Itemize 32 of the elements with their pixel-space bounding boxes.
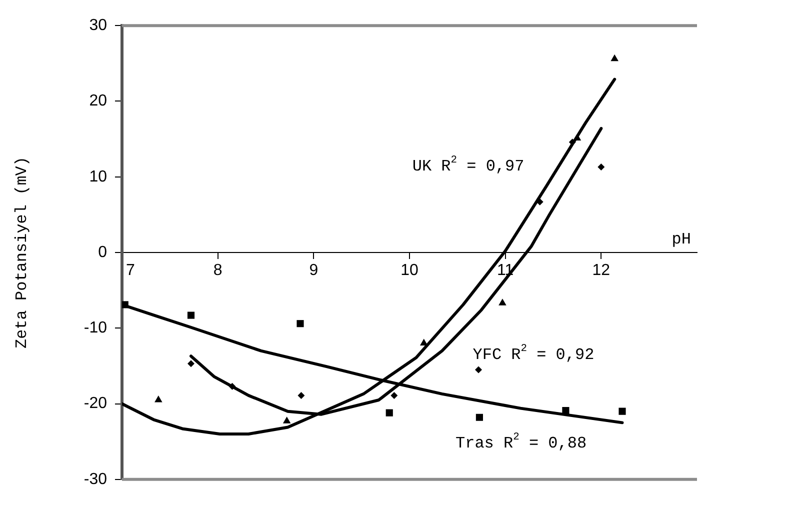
point xyxy=(598,164,605,171)
point xyxy=(188,360,194,368)
point xyxy=(420,338,428,346)
point xyxy=(386,409,393,416)
x-tick-label: 9 xyxy=(309,262,318,279)
y-tick-label: 10 xyxy=(89,168,108,186)
point xyxy=(282,416,291,424)
point xyxy=(154,395,162,402)
point xyxy=(390,392,398,399)
x-tick-label: 10 xyxy=(400,262,418,279)
y-tick-label: 20 xyxy=(89,92,108,110)
point xyxy=(476,414,483,421)
y-tick-label: -30 xyxy=(84,470,108,488)
point xyxy=(228,382,236,390)
y-tick-label: 30 xyxy=(89,17,108,34)
point xyxy=(498,298,506,306)
point xyxy=(296,320,304,328)
point xyxy=(562,407,570,414)
point xyxy=(122,301,128,308)
point xyxy=(618,408,626,415)
y-tick-label: 0 xyxy=(98,244,108,261)
x-axis-title: pH xyxy=(672,230,691,249)
point xyxy=(298,392,305,399)
point xyxy=(610,54,618,62)
x-tick-label: 8 xyxy=(213,262,222,279)
y-axis-title: Zeta Potansiyel (mV) xyxy=(12,156,31,349)
point xyxy=(187,312,195,319)
x-tick-label: 12 xyxy=(592,262,610,279)
y-tick-label: -10 xyxy=(84,320,108,337)
point xyxy=(475,366,482,374)
y-tick-label: -20 xyxy=(84,395,108,412)
x-tick-label: 7 xyxy=(126,262,135,279)
